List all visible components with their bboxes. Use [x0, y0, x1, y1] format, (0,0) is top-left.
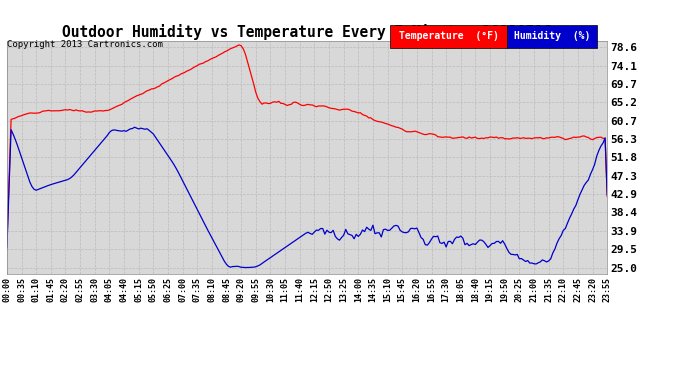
- Text: Humidity  (%): Humidity (%): [514, 32, 590, 41]
- Text: Copyright 2013 Cartronics.com: Copyright 2013 Cartronics.com: [7, 40, 163, 49]
- Text: Temperature  (°F): Temperature (°F): [399, 32, 498, 41]
- Title: Outdoor Humidity vs Temperature Every 5 Minutes 20130516: Outdoor Humidity vs Temperature Every 5 …: [62, 24, 552, 40]
